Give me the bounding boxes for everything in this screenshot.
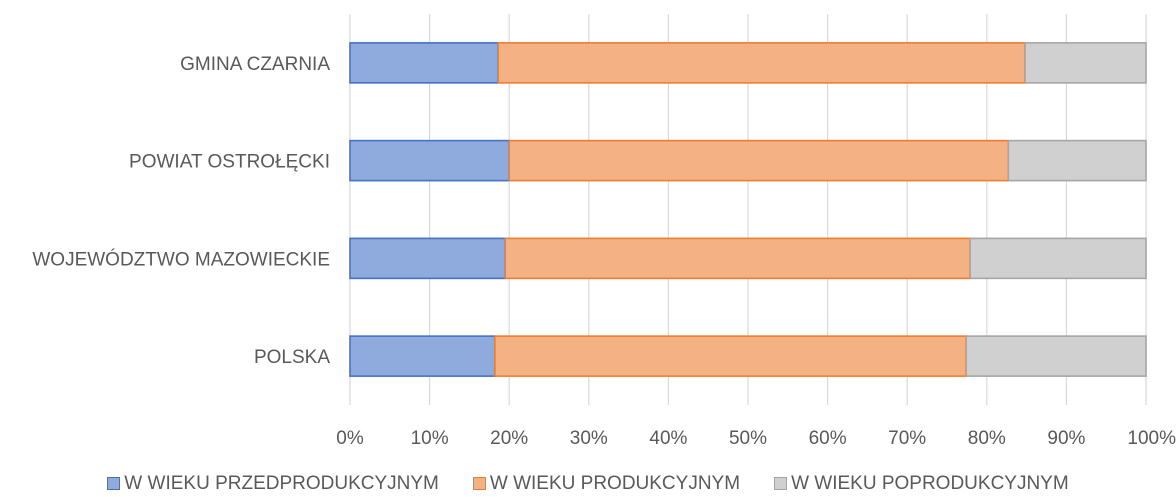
bar-segment (969, 237, 1147, 280)
bar-segment (349, 42, 499, 84)
legend-item: W WIEKU POPRODUKCYJNYM (774, 473, 1069, 495)
legend-swatch (774, 477, 788, 490)
x-tick-label: 50% (729, 428, 767, 449)
bar-segment (504, 237, 971, 280)
bar-segment (494, 335, 967, 377)
legend: W WIEKU PRZEDPRODUKCYJNYM W WIEKU PRODUKC… (0, 470, 1176, 497)
bar-segment (1007, 139, 1147, 182)
category-label: POWIAT OSTROŁĘCKI (129, 152, 330, 173)
category-label: POLSKA (254, 347, 330, 368)
category-label: WOJEWÓDZTWO MAZOWIECKIE (32, 248, 330, 270)
bar-segment (349, 139, 510, 182)
legend-item: W WIEKU PRZEDPRODUKCYJNYM (107, 473, 439, 495)
x-tick-label: 30% (570, 428, 608, 449)
x-tick-label: 0% (336, 428, 364, 449)
bar-segment (349, 335, 496, 377)
category-labels: GMINA CZARNIA POWIAT OSTROŁĘCKI WOJEWÓDZTW… (32, 54, 330, 368)
bar-segment (965, 335, 1147, 377)
legend-label: W WIEKU PRZEDPRODUKCYJNYM (124, 472, 439, 494)
bar-segment (508, 139, 1010, 182)
legend-swatch (107, 477, 121, 490)
x-tick-label: 100% (1127, 428, 1176, 449)
x-tick-label: 60% (809, 428, 847, 449)
bar-segment (349, 237, 507, 280)
legend-label: W WIEKU PRODUKCYJNYM (489, 472, 741, 494)
x-tick-label: 90% (1047, 428, 1085, 449)
category-label: GMINA CZARNIA (180, 54, 330, 75)
stacked-bar-chart: GMINA CZARNIA POWIAT OSTROŁĘCKI WOJEWÓDZTW… (32, 14, 1176, 449)
x-tick-label: 40% (649, 428, 687, 449)
x-tick-label: 80% (968, 428, 1006, 449)
x-tick-label: 70% (888, 428, 926, 449)
x-tick-label: 10% (411, 428, 449, 449)
bars (349, 42, 1147, 377)
bar-segment (497, 42, 1026, 84)
x-tick-label: 20% (490, 428, 528, 449)
legend-label: W WIEKU POPRODUKCYJNYM (791, 472, 1069, 494)
bar-segment (1024, 42, 1147, 84)
legend-item: W WIEKU PRODUKCYJNYM (472, 472, 741, 495)
legend-swatch (472, 477, 486, 490)
x-axis-tick-labels: 0% 10% 20% 30% 40% 50% 60% 70% 80% 90% 100% (336, 428, 1176, 449)
